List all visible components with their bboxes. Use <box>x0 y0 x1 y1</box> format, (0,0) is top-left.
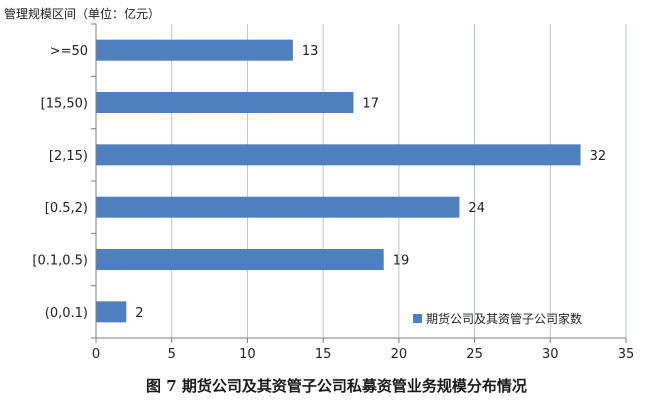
bars <box>96 39 581 323</box>
y-tick-label: [0.5,2) <box>45 201 88 216</box>
data-label: 24 <box>468 201 485 216</box>
bar-3 <box>96 144 581 166</box>
y-tick-label: >=50 <box>50 44 88 59</box>
legend: 期货公司及其资管子公司家数 <box>413 311 582 326</box>
x-tick-label: 30 <box>542 347 559 362</box>
x-tick-label: 15 <box>315 347 332 362</box>
data-label: 17 <box>362 97 379 112</box>
data-label: 2 <box>135 306 143 321</box>
legend-label: 期货公司及其资管子公司家数 <box>426 311 582 326</box>
data-labels: 2 19 24 32 17 13 <box>135 44 606 321</box>
data-label: 13 <box>302 44 319 59</box>
bar-2 <box>96 196 460 218</box>
data-label: 19 <box>393 254 410 269</box>
gridlines <box>171 24 627 338</box>
legend-swatch <box>413 314 422 323</box>
axes <box>91 23 627 343</box>
bar-1 <box>96 249 384 270</box>
y-axis-title: 管理规模区间（单位：亿元） <box>4 6 160 21</box>
figure-caption: 图 7 期货公司及其资管子公司私募资管业务规模分布情况 <box>146 377 527 395</box>
x-tick-label: 0 <box>92 347 100 362</box>
y-tick-label: [15,50) <box>41 97 88 112</box>
y-tick-label: [2,15) <box>49 149 88 164</box>
x-tick-label: 5 <box>168 347 176 362</box>
x-tick-label: 20 <box>391 347 408 362</box>
x-tick-label: 35 <box>618 347 635 362</box>
bar-0 <box>96 301 127 323</box>
tick-labels: 0 5 10 15 20 25 30 35 (0,0.1) [0.1,0.5) [0.5,2) [2,… <box>32 44 634 362</box>
x-tick-label: 10 <box>239 347 256 362</box>
x-tick-label: 25 <box>466 347 483 362</box>
bar-4 <box>96 92 354 113</box>
data-label: 32 <box>590 149 607 164</box>
bar-5 <box>96 39 293 61</box>
y-tick-label: [0.1,0.5) <box>32 254 88 269</box>
y-tick-label: (0,0.1) <box>45 306 88 321</box>
